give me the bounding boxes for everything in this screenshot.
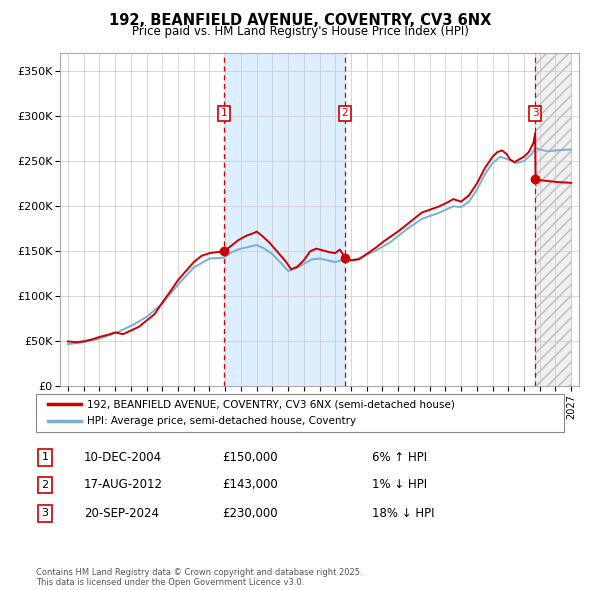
Text: Contains HM Land Registry data © Crown copyright and database right 2025.
This d: Contains HM Land Registry data © Crown c… [36,568,362,587]
Text: 3: 3 [41,509,49,518]
Text: 192, BEANFIELD AVENUE, COVENTRY, CV3 6NX (semi-detached house): 192, BEANFIELD AVENUE, COVENTRY, CV3 6NX… [87,399,455,409]
Text: 10-DEC-2004: 10-DEC-2004 [84,451,162,464]
Text: 17-AUG-2012: 17-AUG-2012 [84,478,163,491]
Text: 2: 2 [341,109,348,119]
Text: 20-SEP-2024: 20-SEP-2024 [84,507,159,520]
Text: HPI: Average price, semi-detached house, Coventry: HPI: Average price, semi-detached house,… [87,416,356,426]
Text: 1: 1 [41,453,49,462]
Text: 1% ↓ HPI: 1% ↓ HPI [372,478,427,491]
Text: 18% ↓ HPI: 18% ↓ HPI [372,507,434,520]
Text: 1: 1 [221,109,227,119]
Text: Price paid vs. HM Land Registry's House Price Index (HPI): Price paid vs. HM Land Registry's House … [131,25,469,38]
Text: £230,000: £230,000 [222,507,278,520]
Text: 6% ↑ HPI: 6% ↑ HPI [372,451,427,464]
Text: £143,000: £143,000 [222,478,278,491]
Text: 192, BEANFIELD AVENUE, COVENTRY, CV3 6NX: 192, BEANFIELD AVENUE, COVENTRY, CV3 6NX [109,13,491,28]
Text: 2: 2 [41,480,49,490]
Text: £150,000: £150,000 [222,451,278,464]
Text: 3: 3 [532,109,539,119]
